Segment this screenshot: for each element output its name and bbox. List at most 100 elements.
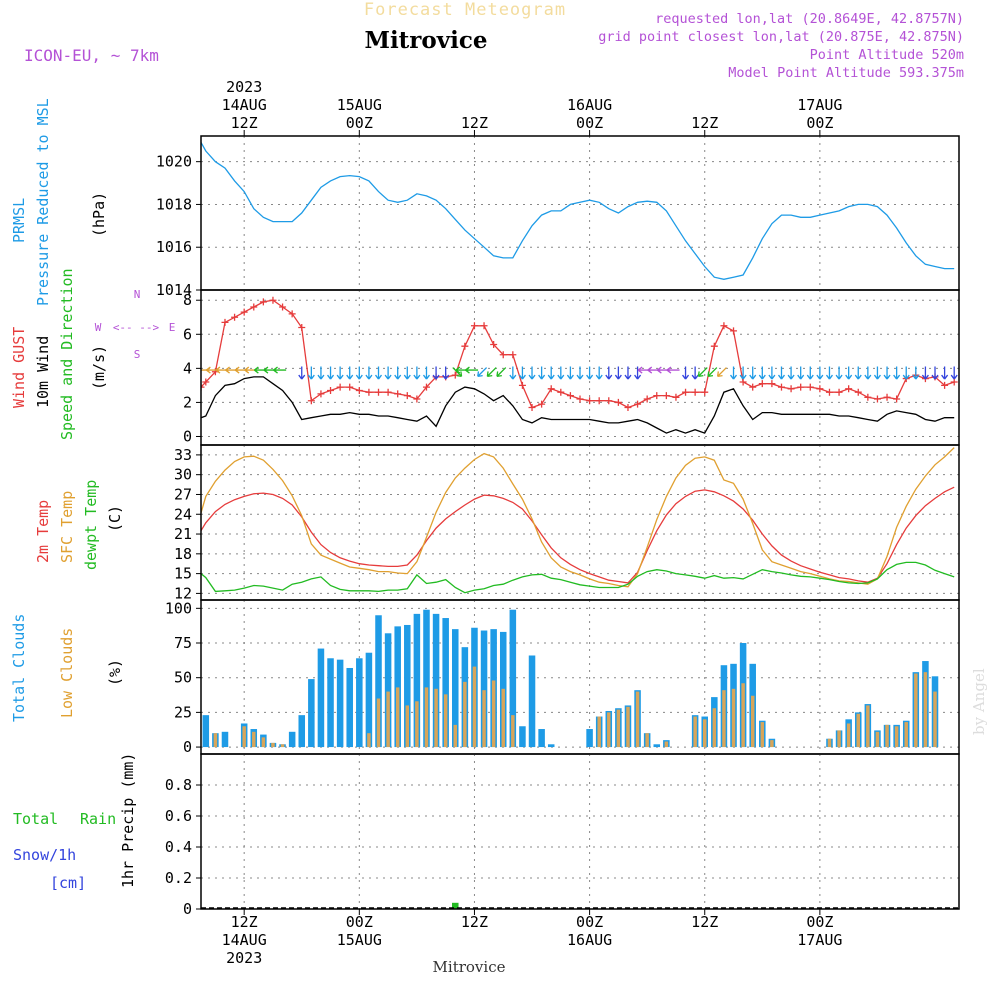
top-time-label: 12Z	[461, 114, 488, 132]
clouds-bar-low-clouds	[271, 742, 275, 748]
dewpt-temp-label: dewpt Temp	[82, 480, 100, 570]
clouds-bar-low-clouds	[376, 698, 381, 748]
clouds-bar-low-clouds	[885, 724, 889, 748]
top-time-label: 2023	[226, 78, 262, 96]
clouds-bar-low-clouds	[261, 737, 266, 748]
clouds-bar-low-clouds	[933, 691, 937, 748]
wind-barb	[465, 366, 479, 374]
wind-barb	[566, 366, 574, 380]
precipitation-ytick-label: 0.8	[165, 776, 192, 794]
clouds-bar-low-clouds	[712, 708, 717, 748]
point-altitude: Point Altitude 520m	[810, 47, 964, 63]
wind-barb	[950, 366, 958, 380]
clouds-bar-low-clouds	[645, 733, 649, 748]
wind-barb	[893, 366, 901, 380]
clouds-bar-total-clouds	[202, 715, 210, 748]
gust-marker	[864, 393, 872, 401]
wind-barb	[374, 366, 383, 380]
wind-barb	[273, 366, 287, 374]
top-time-label: 00Z	[346, 114, 373, 132]
gust-marker	[231, 313, 239, 321]
bottom-time-label: 14AUG	[222, 931, 267, 949]
wind-barb	[816, 366, 824, 380]
clouds-bar-total-clouds	[432, 613, 440, 748]
compass-s: S	[134, 348, 141, 361]
wind-ytick-label: 2	[183, 393, 192, 411]
gust-marker	[614, 398, 622, 406]
pressure-ytick-label: 1016	[156, 238, 192, 256]
wind-barb	[634, 366, 642, 380]
wind-barb	[307, 366, 315, 380]
gust-marker	[797, 383, 805, 391]
clouds-bar-low-clouds	[731, 688, 736, 748]
gust-marker	[682, 388, 690, 396]
gust-marker	[720, 322, 728, 330]
wind-series-wind-gust	[201, 299, 955, 409]
gust-marker	[259, 298, 267, 306]
gust-marker	[528, 404, 536, 412]
wind-barb	[403, 366, 411, 380]
clouds-ytick-label: 50	[174, 669, 192, 687]
wind-barb	[912, 366, 920, 380]
gust-marker	[413, 395, 421, 403]
wind-barb	[758, 366, 766, 380]
gust-marker	[854, 388, 862, 396]
wind-barb	[605, 366, 613, 380]
wind-panel-title: Wind GUST 10m Wind Speed and Direction (…	[10, 268, 175, 440]
gust-marker	[490, 341, 498, 349]
wind-barb	[413, 366, 421, 380]
wind-barb	[835, 366, 843, 380]
bottom-time-label: 12Z	[231, 913, 258, 931]
gust-marker	[201, 383, 205, 391]
clouds-bar-low-clouds	[482, 690, 486, 748]
gust-marker	[787, 385, 795, 393]
gust-marker	[365, 388, 373, 396]
wind-barb	[691, 366, 699, 380]
clouds-ytick-label: 100	[165, 599, 192, 617]
clouds-bar-total-clouds	[327, 658, 334, 748]
gust-marker	[883, 393, 891, 401]
clouds-bar-total-clouds	[336, 659, 344, 748]
wind-barb	[298, 366, 306, 380]
temperature-ytick-label: 12	[174, 584, 192, 602]
wind-barb	[432, 366, 440, 380]
gust-marker	[566, 392, 574, 400]
top-time-label: 16AUG	[567, 96, 612, 114]
wind-barb	[547, 366, 555, 380]
forecast-meteogram-label: Forecast Meteogram	[364, 0, 566, 20]
clouds-bar-total-clouds	[528, 655, 536, 748]
clouds-bar-low-clouds	[722, 690, 726, 748]
wind-ytick-label: 0	[183, 427, 192, 445]
wind-barb	[346, 366, 354, 380]
clouds-bar-low-clouds	[664, 741, 669, 748]
wind-barb	[557, 366, 565, 380]
clouds-bar-total-clouds	[519, 726, 526, 748]
wind-unit: (m/s)	[90, 345, 108, 390]
gust-marker	[327, 386, 335, 394]
wind-barb	[355, 366, 363, 380]
wind-barb	[902, 366, 910, 380]
temp-unit: (C)	[106, 505, 124, 532]
clouds-bar-low-clouds	[635, 691, 640, 748]
gust-marker	[298, 323, 306, 331]
bottom-time-label: 17AUG	[797, 931, 842, 949]
gust-marker	[643, 395, 651, 403]
clouds-bar-low-clouds	[856, 713, 860, 748]
compass-arrow: <-- -->	[113, 321, 160, 334]
gust-marker	[605, 397, 613, 405]
clouds-bar-low-clouds	[472, 666, 477, 748]
compass-w: W	[95, 321, 102, 334]
top-time-label: 00Z	[576, 114, 603, 132]
legend-total: Total	[13, 810, 58, 828]
temperature-plot	[201, 447, 955, 594]
wind-barb	[883, 366, 891, 380]
clouds-bar-low-clouds	[914, 673, 918, 748]
wind-barb	[666, 366, 680, 374]
clouds-bar-total-clouds	[509, 609, 517, 748]
clouds-bar-low-clouds	[213, 733, 218, 748]
gust-marker	[758, 380, 766, 388]
gust-marker	[586, 397, 594, 405]
wind-barb	[477, 367, 488, 377]
